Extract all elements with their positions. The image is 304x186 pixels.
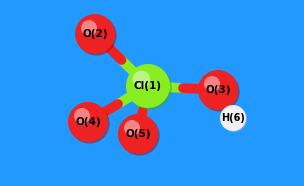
Circle shape	[75, 14, 115, 54]
Text: H(6): H(6)	[221, 113, 245, 123]
Circle shape	[77, 16, 117, 56]
Text: O(4): O(4)	[75, 117, 101, 127]
Circle shape	[81, 20, 97, 36]
Text: O(3): O(3)	[205, 85, 231, 95]
Circle shape	[128, 66, 172, 110]
Circle shape	[221, 106, 247, 132]
Circle shape	[198, 70, 238, 110]
Text: O(5): O(5)	[125, 129, 151, 139]
Circle shape	[118, 114, 158, 154]
Circle shape	[68, 102, 108, 142]
Circle shape	[119, 116, 160, 156]
Circle shape	[220, 105, 246, 131]
Circle shape	[204, 76, 220, 92]
Text: Cl(1): Cl(1)	[134, 81, 162, 91]
Circle shape	[124, 120, 140, 136]
Text: O(2): O(2)	[82, 29, 108, 39]
Circle shape	[126, 64, 170, 108]
Circle shape	[224, 109, 234, 119]
Circle shape	[200, 72, 240, 112]
Circle shape	[70, 104, 110, 144]
Circle shape	[133, 71, 150, 88]
Circle shape	[74, 108, 90, 124]
